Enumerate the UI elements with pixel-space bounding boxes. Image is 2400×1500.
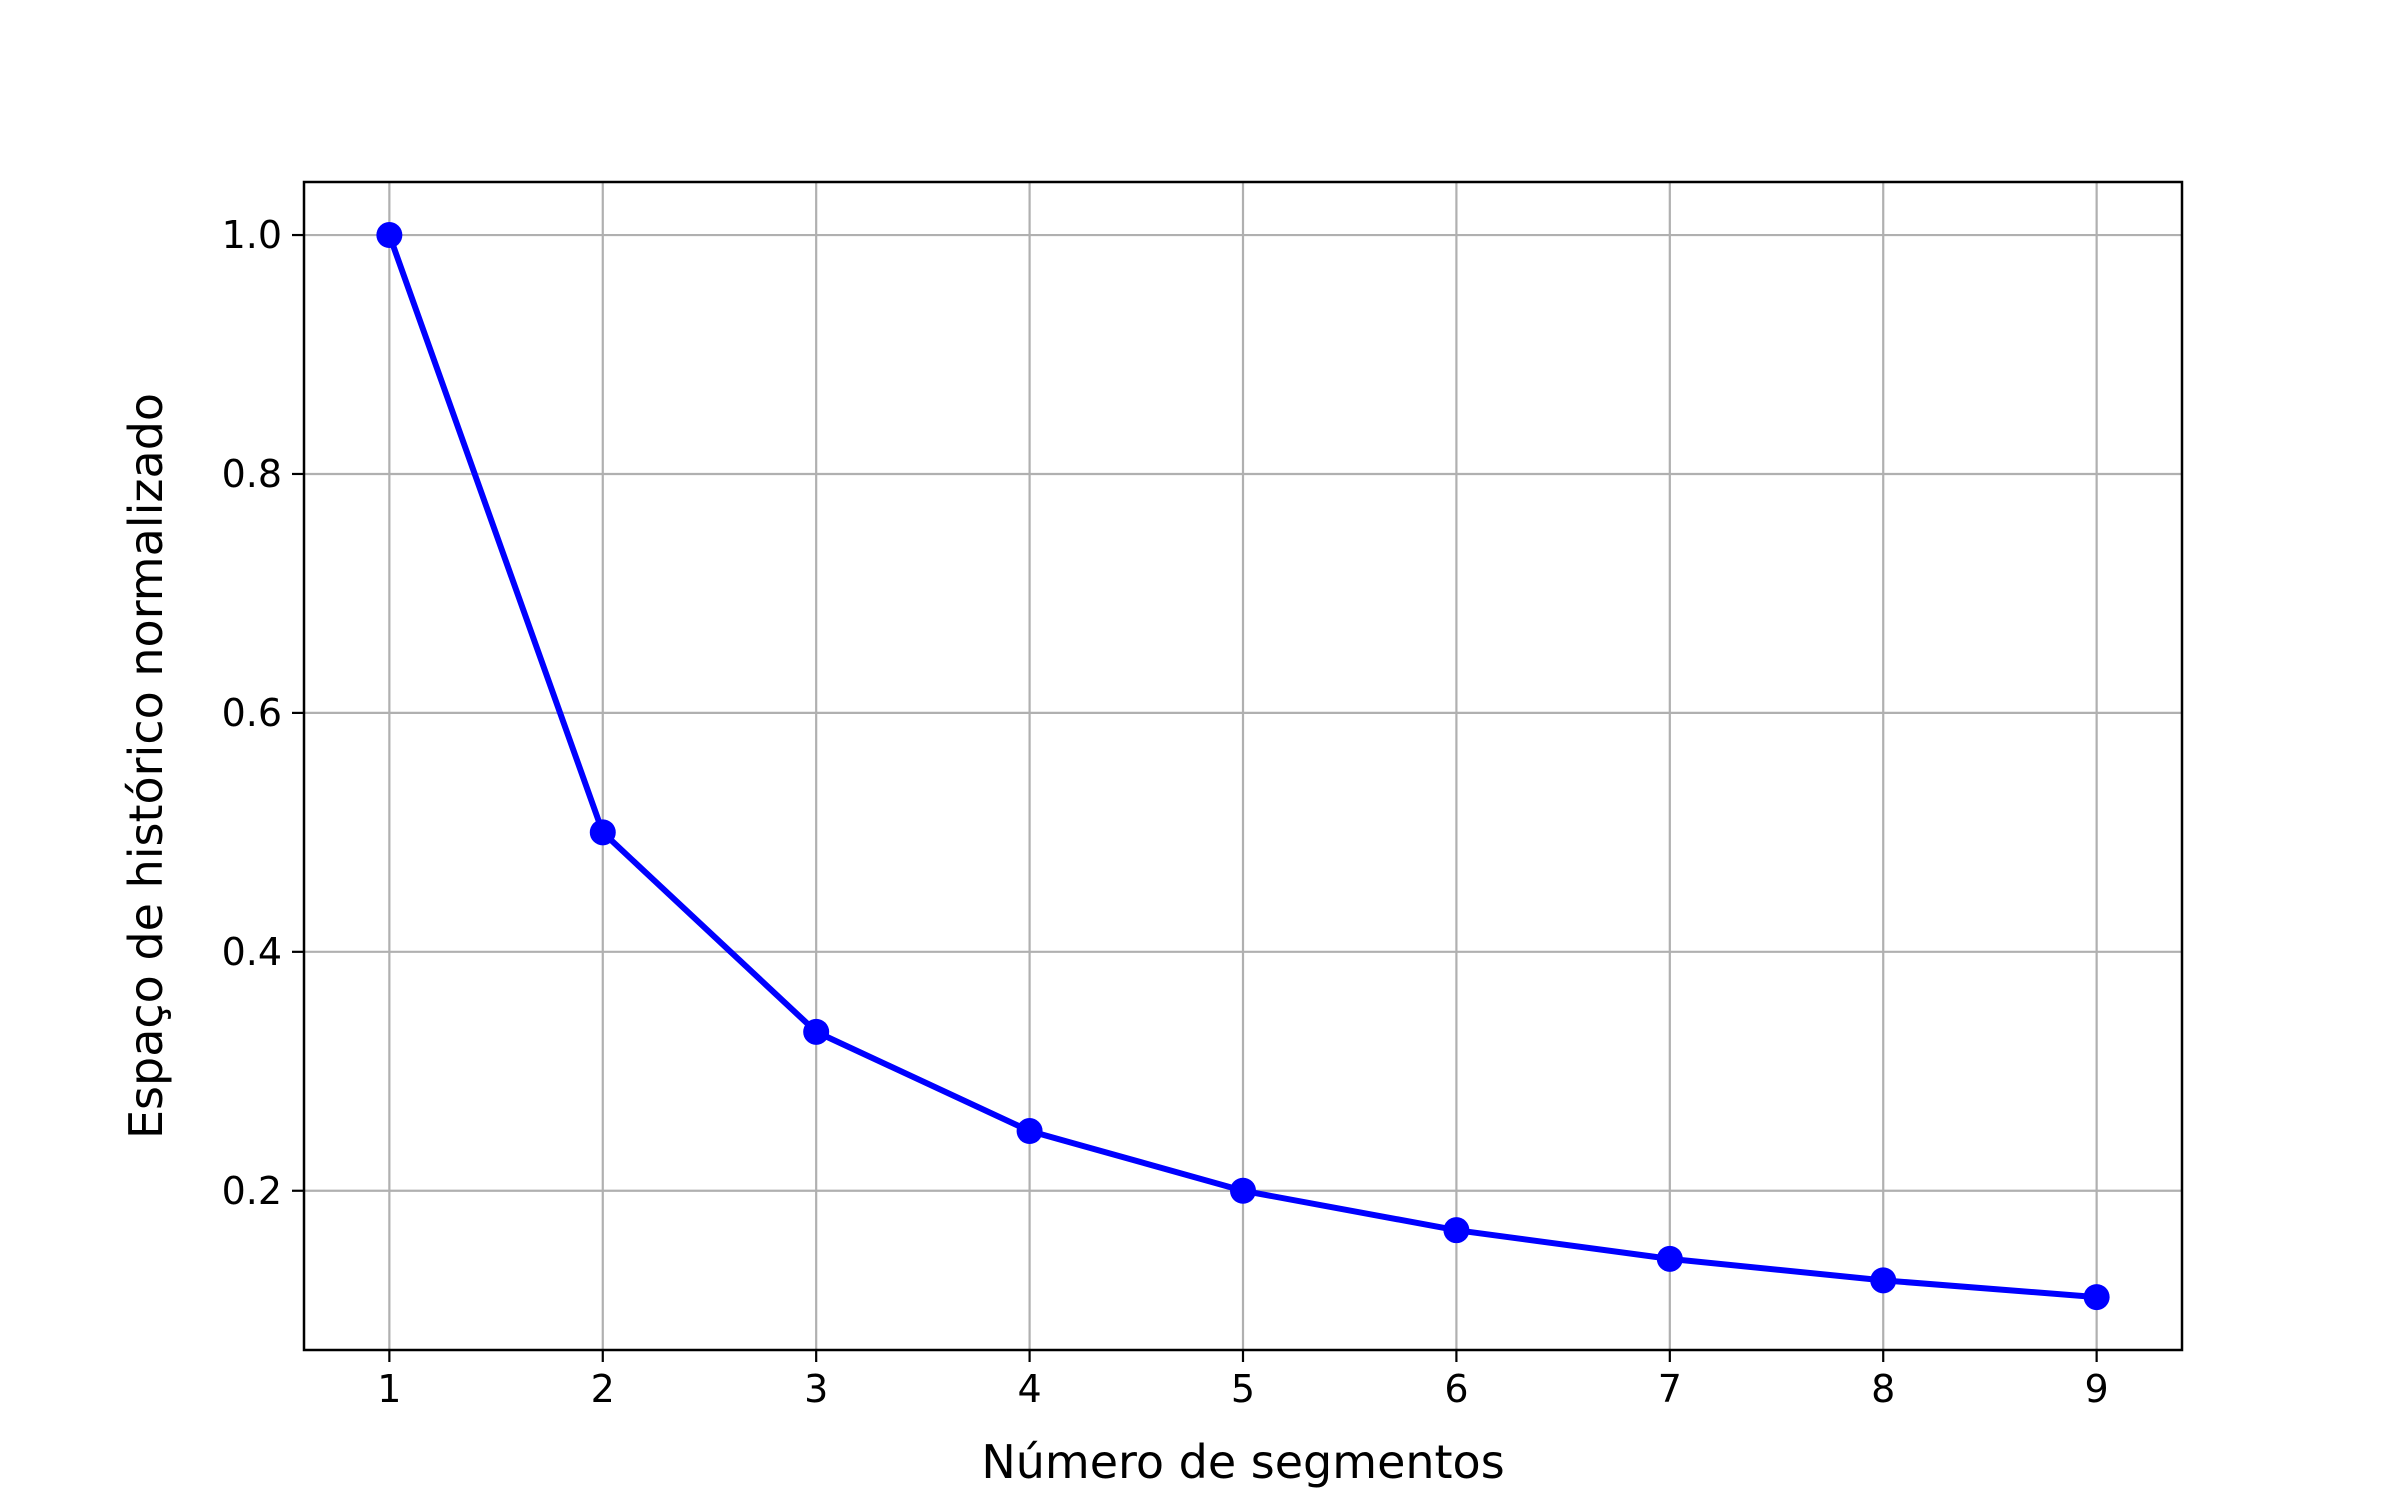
data-point bbox=[1230, 1177, 1256, 1204]
data-point bbox=[2083, 1284, 2110, 1311]
y-axis-title: Espaço de histórico normalizado bbox=[119, 393, 173, 1139]
y-tick-label: 0.8 bbox=[222, 452, 282, 496]
x-tick-label: 3 bbox=[804, 1367, 828, 1411]
data-point bbox=[1656, 1245, 1683, 1272]
y-tick-label: 0.4 bbox=[222, 930, 282, 974]
data-point bbox=[589, 819, 616, 846]
data-point bbox=[1870, 1267, 1897, 1294]
grid bbox=[304, 182, 2182, 1350]
x-tick-label: 9 bbox=[2085, 1367, 2109, 1411]
ticks-group: 1 2 3 4 5 6 7 8 9 0.2 0.4 0.6 0.8 1.0 bbox=[222, 213, 2109, 1411]
x-tick-label: 2 bbox=[591, 1367, 615, 1411]
data-point bbox=[1016, 1118, 1043, 1145]
x-tick-label: 4 bbox=[1017, 1367, 1041, 1411]
x-tick-label: 5 bbox=[1231, 1367, 1255, 1411]
x-tick-label: 7 bbox=[1658, 1367, 1682, 1411]
data-point bbox=[803, 1018, 830, 1045]
series-group bbox=[376, 222, 2110, 1311]
x-axis-title: Número de segmentos bbox=[981, 1435, 1504, 1489]
x-tick-label: 1 bbox=[377, 1367, 401, 1411]
x-tick-label: 8 bbox=[1871, 1367, 1895, 1411]
data-point bbox=[376, 222, 403, 249]
y-tick-label: 0.2 bbox=[222, 1169, 282, 1213]
data-point bbox=[1443, 1217, 1470, 1244]
y-tick-label: 0.6 bbox=[222, 691, 282, 735]
x-tick-label: 6 bbox=[1444, 1367, 1468, 1411]
y-tick-label: 1.0 bbox=[222, 213, 282, 257]
